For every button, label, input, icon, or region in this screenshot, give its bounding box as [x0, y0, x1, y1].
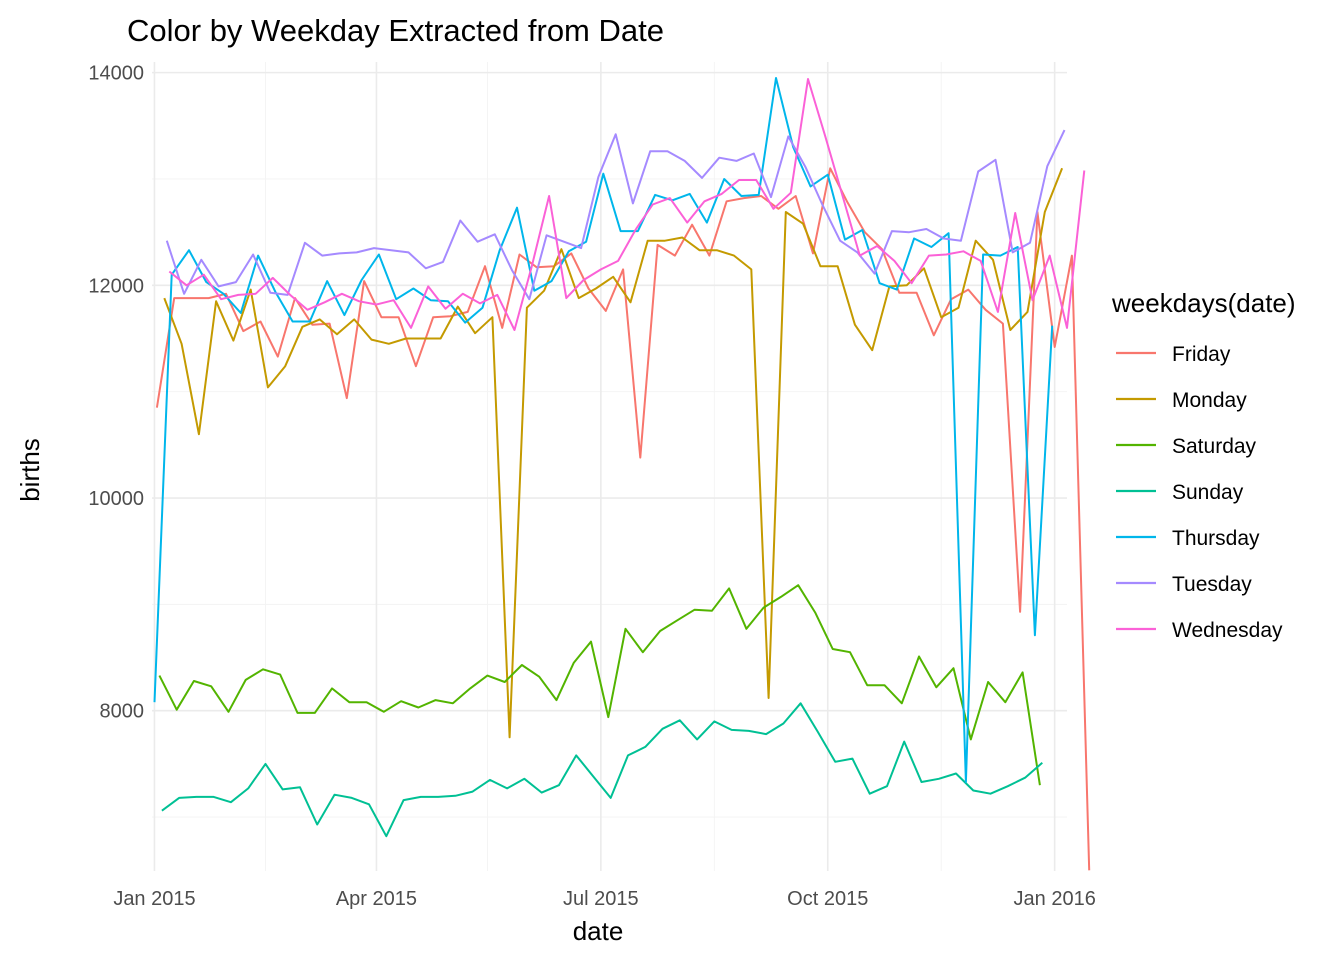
legend-item-tuesday: Tuesday [1116, 573, 1252, 596]
series-line-friday [155, 167, 1091, 871]
x-tick-label: Jan 2016 [1014, 888, 1096, 910]
legend-label: Friday [1172, 343, 1231, 366]
legend-item-monday: Monday [1116, 389, 1247, 412]
series-line-thursday [153, 77, 1054, 783]
series-line-sunday [161, 702, 1043, 838]
series-line-saturday [158, 584, 1041, 786]
y-tick-label: 10000 [88, 488, 144, 510]
chart-title: Color by Weekday Extracted from Date [127, 13, 664, 48]
minor-gridlines [152, 62, 1067, 871]
x-tick-label: Oct 2015 [787, 888, 868, 910]
legend-label: Tuesday [1172, 573, 1252, 596]
legend-item-wednesday: Wednesday [1116, 619, 1283, 642]
legend-item-friday: Friday [1116, 343, 1231, 366]
legend-label: Wednesday [1172, 619, 1283, 642]
legend-label: Thursday [1172, 527, 1260, 550]
x-tick-label: Jul 2015 [563, 888, 639, 910]
legend-label: Saturday [1172, 435, 1257, 458]
series-line-wednesday [168, 78, 1086, 331]
x-axis-label: date [573, 916, 624, 946]
y-tick-label: 12000 [88, 275, 144, 297]
y-axis-tick-labels: 8000 10000 12000 14000 [88, 63, 144, 723]
major-gridlines [152, 62, 1067, 871]
series-line-tuesday [165, 129, 1066, 301]
legend-item-thursday: Thursday [1116, 527, 1260, 550]
legend-item-saturday: Saturday [1116, 435, 1257, 458]
legend: weekdays(date) Friday Monday Saturday Sunda… [1111, 288, 1296, 642]
y-axis-label: births [15, 438, 45, 502]
y-tick-label: 14000 [88, 63, 144, 85]
x-tick-label: Apr 2015 [336, 888, 417, 910]
legend-title: weekdays(date) [1111, 288, 1296, 318]
legend-item-sunday: Sunday [1116, 481, 1244, 504]
legend-items: Friday Monday Saturday Sunday Thursday Tuesda… [1116, 343, 1283, 642]
y-tick-label: 8000 [100, 701, 145, 723]
series-line-monday [163, 167, 1064, 739]
legend-label: Monday [1172, 389, 1247, 412]
legend-label: Sunday [1172, 481, 1244, 504]
series-lines [153, 77, 1091, 871]
x-tick-label: Jan 2015 [113, 888, 195, 910]
x-axis-tick-labels: Jan 2015 Apr 2015 Jul 2015 Oct 2015 Jan 2016 [113, 888, 1095, 910]
